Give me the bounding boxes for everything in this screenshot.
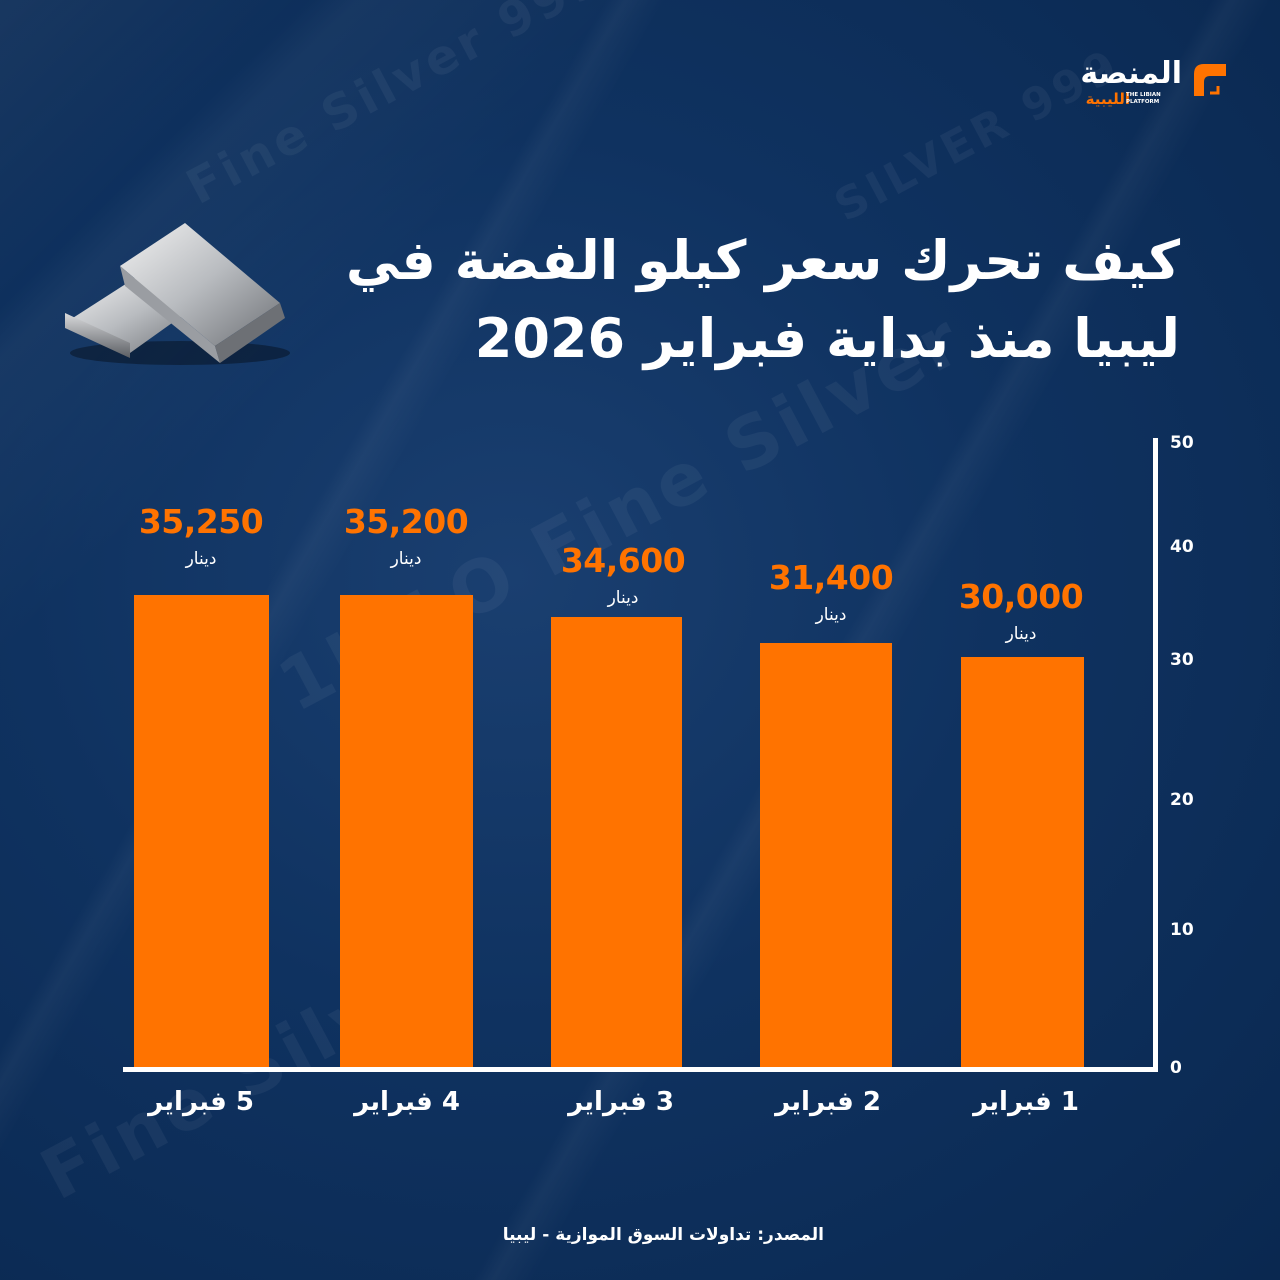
logo-name-ar: المنصة: [1080, 56, 1182, 91]
x-tick-label: 4 فبراير: [354, 1087, 460, 1117]
x-tick-label: 1 فبراير: [973, 1087, 1079, 1117]
bar-value-label: 34,600: [560, 541, 686, 580]
page-title: كيف تحرك سعر كيلو الفضة في ليبيا منذ بدا…: [300, 222, 1181, 378]
y-tick-label: 20: [1170, 790, 1194, 810]
bar-feb-2: [760, 643, 892, 1067]
x-tick-label: 3 فبراير: [568, 1087, 674, 1117]
logo-mark-icon: [1194, 64, 1226, 96]
bar-unit-label: دينار: [607, 588, 639, 608]
y-tick-label: 10: [1170, 920, 1194, 940]
title-line-2: ليبيا منذ بداية فبراير 2026: [474, 307, 1181, 370]
bar-value-label: 35,250: [138, 502, 264, 541]
bar-feb-1: [961, 657, 1084, 1067]
bar-value-label: 35,200: [343, 502, 469, 541]
bar-unit-label: دينار: [390, 549, 422, 569]
y-tick-label: 30: [1170, 650, 1194, 670]
title-line-1: كيف تحرك سعر كيلو الفضة في: [345, 229, 1181, 292]
bar-feb-5: [134, 595, 269, 1067]
x-axis-line: [123, 1067, 1158, 1072]
bar-unit-label: دينار: [815, 605, 847, 625]
x-tick-label: 5 فبراير: [148, 1087, 254, 1117]
y-tick-label: 40: [1170, 537, 1194, 557]
source-note: المصدر: تداولات السوق الموازية - ليبيا: [502, 1225, 824, 1245]
bar-feb-4: [340, 595, 473, 1067]
brand-logo: المنصة الليبية THE LIBIAN PLATFORM: [1050, 56, 1230, 112]
bar-value-label: 30,000: [958, 577, 1084, 616]
bar-feb-3: [551, 617, 682, 1067]
y-axis-line: [1153, 438, 1158, 1072]
bar-unit-label: دينار: [1005, 624, 1037, 644]
bar-value-label: 31,400: [768, 558, 894, 597]
logo-name-en: THE LIBIAN PLATFORM: [1126, 92, 1176, 106]
y-tick-label: 50: [1170, 433, 1194, 453]
bar-unit-label: دينار: [185, 549, 217, 569]
silver-bars-icon: [65, 223, 290, 365]
logo-sub-ar: الليبية: [1085, 90, 1130, 108]
logo-en-line1: THE LIBIAN: [1126, 92, 1161, 98]
logo-en-line2: PLATFORM: [1126, 99, 1160, 105]
y-tick-label: 0: [1170, 1058, 1182, 1078]
x-tick-label: 2 فبراير: [775, 1087, 881, 1117]
